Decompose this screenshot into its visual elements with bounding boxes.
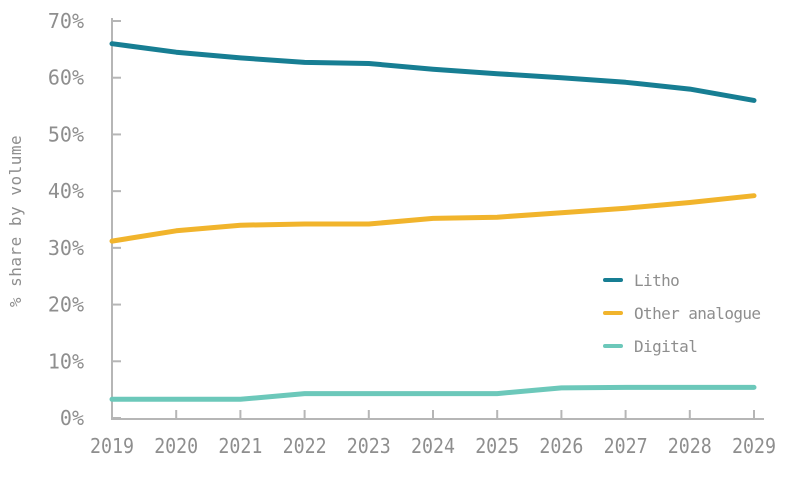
x-tick-label: 2022: [283, 434, 327, 458]
x-tick-label: 2023: [347, 434, 391, 458]
x-tick-label: 2024: [411, 434, 455, 458]
litho-line: [109, 41, 757, 103]
x-tick-label: 2020: [154, 434, 198, 458]
x-tick-label: 2019: [90, 434, 134, 458]
y-tick-label: 40%: [48, 179, 84, 203]
legend-item-digital: Digital: [603, 336, 760, 356]
y-tick-label: 50%: [48, 122, 84, 146]
digital-line: [109, 384, 757, 402]
y-tick-label: 30%: [48, 236, 84, 260]
legend: Litho Other analogue Digital: [603, 270, 761, 356]
x-tick-label: 2029: [732, 434, 776, 458]
x-tick-label: 2025: [475, 434, 519, 458]
other-analogue-line: [109, 193, 757, 244]
legend-label-other-analogue: Other analogue: [634, 303, 761, 323]
legend-item-other-analogue: Other analogue: [603, 303, 761, 323]
x-tick-label: 2027: [604, 434, 648, 458]
y-tick-label: 0%: [60, 406, 84, 430]
legend-label-digital: Digital: [634, 336, 698, 356]
digital-swatch-icon: [603, 343, 623, 349]
x-tick-label: 2021: [218, 434, 262, 458]
x-tick-label: 2028: [668, 434, 712, 458]
litho-swatch-icon: [603, 277, 623, 283]
y-axis-title: % share by volume: [6, 134, 25, 308]
other-analogue-swatch-icon: [603, 310, 623, 316]
y-tick-label: 60%: [48, 66, 84, 90]
x-tick-label: 2026: [539, 434, 583, 458]
legend-label-litho: Litho: [634, 270, 680, 290]
legend-item-litho: Litho: [603, 270, 760, 290]
y-tick-label: 10%: [48, 349, 84, 373]
y-tick-label: 20%: [48, 293, 84, 317]
y-tick-label: 70%: [48, 9, 84, 33]
